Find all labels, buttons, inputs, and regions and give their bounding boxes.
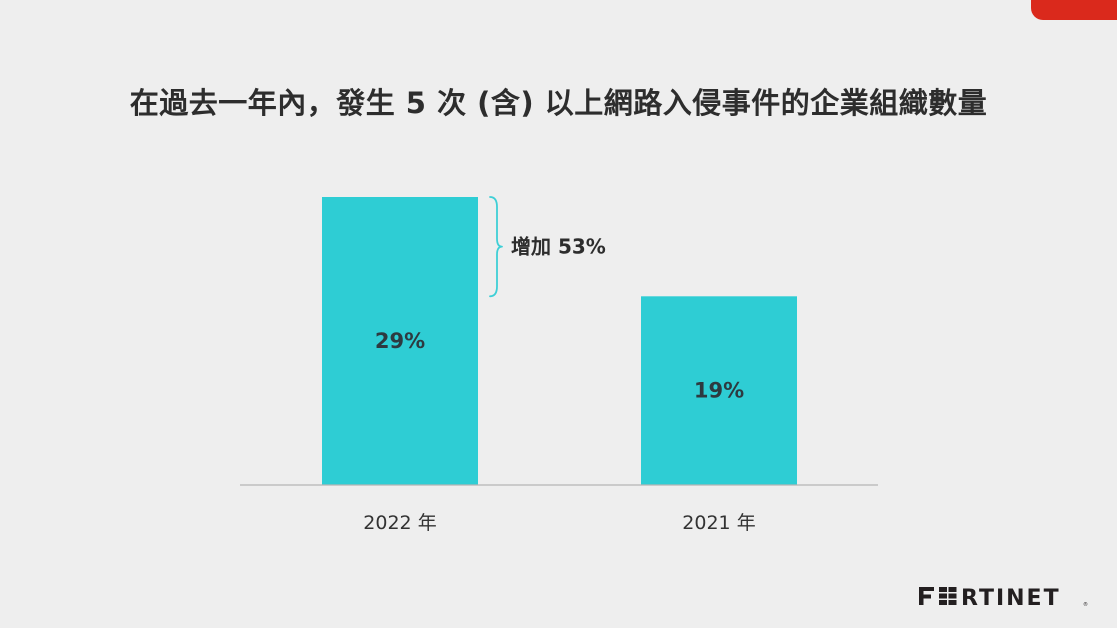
bar-value-label-1: 19% xyxy=(694,379,744,403)
annotation-label: 增加 53% xyxy=(511,235,606,259)
fortinet-logo-text: RTINET xyxy=(961,586,1061,611)
x-tick-label-0: 2022 年 xyxy=(363,512,436,534)
registered-mark: ® xyxy=(1083,601,1088,608)
fortinet-logo-icon xyxy=(919,587,957,605)
fortinet-logo: RTINET ® xyxy=(919,586,1088,611)
x-tick-label-1: 2021 年 xyxy=(682,512,755,534)
bars-layer xyxy=(322,197,797,485)
labels-layer: 29% 2022 年 19% 2021 年 xyxy=(363,329,755,534)
bar-value-label-0: 29% xyxy=(375,329,425,353)
page-title: 在過去一年內，發生 5 次 (含) 以上網路入侵事件的企業組織數量 xyxy=(129,86,988,120)
accent-tab xyxy=(1031,0,1117,20)
brace-icon xyxy=(489,196,503,298)
bar-0 xyxy=(322,197,478,485)
bar-1 xyxy=(641,296,797,485)
annotation: 增加 53% xyxy=(489,196,606,298)
